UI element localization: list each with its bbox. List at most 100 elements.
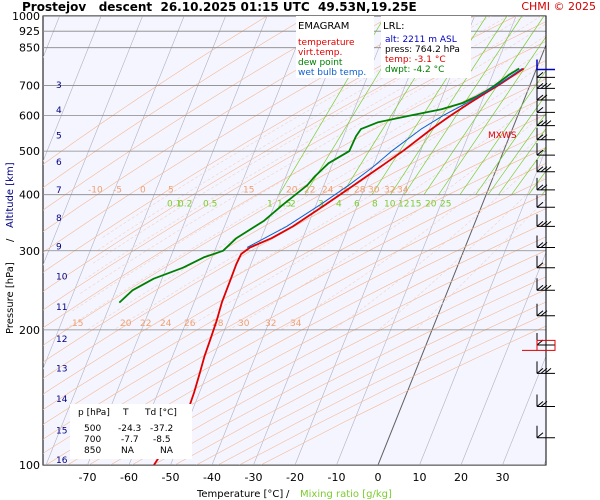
- wind-barb-flag: [540, 82, 548, 89]
- wet-adiabat-label: 30: [368, 186, 380, 196]
- y-axis-separator: /: [5, 238, 16, 242]
- mxws-barb: [536, 339, 556, 351]
- pressure-tick-label: 700: [19, 80, 40, 93]
- mixing-ratio-line: [498, 127, 546, 195]
- mixing-ratio-label: 20: [425, 200, 437, 210]
- wind-barb-flag: [540, 401, 548, 407]
- sounding-datetime: 26.10.2025 01:15 UTC: [160, 0, 310, 14]
- table-cell: NA: [121, 446, 135, 456]
- wind-barb-flag: [540, 134, 548, 141]
- dry-adiabat-label: 32: [265, 319, 276, 329]
- wind-barb-flag: [536, 107, 544, 113]
- mixing-ratio-label: 2: [290, 200, 296, 210]
- y-axis-label: Pressure [hPa]: [5, 262, 16, 334]
- mixing-ratio-line: [475, 93, 546, 195]
- dry-adiabat-label: 34: [290, 319, 302, 329]
- moist-adiabat-line: [78, 16, 542, 295]
- mixing-ratio-label: 6: [354, 200, 360, 210]
- table-cell: 850: [84, 446, 101, 456]
- mixing-ratio-line: [390, 16, 508, 195]
- altitude-tick-label: 3: [56, 81, 62, 91]
- moist-adiabat-line: [378, 175, 546, 331]
- mixing-ratio-line: [541, 188, 546, 195]
- legend-title: EMAGRAM: [298, 21, 349, 32]
- isotherm-line: [128, 16, 309, 465]
- dry-adiabat-line: [174, 276, 546, 465]
- wind-barb-flag: [540, 166, 548, 173]
- wet-adiabat-label: -10: [88, 186, 103, 196]
- wind-profile: MXWS: [488, 16, 556, 465]
- wind-barb-flag: [536, 367, 544, 374]
- pressure-tick-label: 400: [19, 189, 40, 202]
- dry-adiabat-line: [131, 250, 546, 465]
- dry-adiabat-label: 26: [184, 319, 196, 329]
- summary-table: p [hPa] T Td [°C] 500 -24.3 -37.2 700 -7…: [70, 404, 192, 459]
- wet-adiabat-label: 22: [304, 186, 315, 196]
- wind-barb-flag: [540, 184, 548, 191]
- lrl-temp: temp: -3.1 °C: [385, 55, 446, 65]
- dry-adiabat-line: [67, 208, 546, 465]
- table-cell: 700: [84, 435, 101, 445]
- table-cell: -37.2: [150, 424, 173, 434]
- temperature-tick-label: -20: [286, 471, 304, 484]
- wet-adiabat-label: 32: [384, 186, 395, 196]
- isotherm-line: [211, 16, 392, 465]
- dry-adiabat-label: 28: [212, 319, 224, 329]
- mixing-ratio-label: 1: [267, 200, 273, 210]
- dry-adiabat-label: 15: [72, 319, 83, 329]
- dry-adiabat-line: [43, 60, 546, 346]
- wind-barb-flag: [536, 149, 544, 156]
- altitude-tick-label: 5: [56, 131, 62, 141]
- lrl-title: LRL:: [383, 21, 404, 32]
- temperature-tick-label: 0: [375, 471, 382, 484]
- wind-barb-flag: [536, 134, 544, 141]
- legend-wet-bulb: wet bulb temp.: [298, 68, 366, 78]
- legend-dew-point: dew point: [298, 58, 343, 68]
- station-name: Prostejov: [22, 0, 87, 14]
- wind-barb-flag: [536, 71, 544, 78]
- dry-adiabat-line: [43, 96, 546, 379]
- moist-adiabat-line: [85, 16, 525, 279]
- dry-adiabat-line: [43, 147, 546, 425]
- wind-barb-flag: [536, 262, 544, 269]
- mixing-ratio-line: [459, 69, 546, 195]
- credit-link[interactable]: CHMI © 2025: [521, 0, 596, 13]
- altitude-tick-label: 12: [56, 335, 67, 345]
- wet-adiabat-label: 15: [243, 186, 254, 196]
- pressure-tick-label: 600: [19, 110, 40, 123]
- wind-barb-flag: [540, 284, 548, 291]
- dry-adiabat-line: [110, 236, 546, 465]
- altitude-tick-label: 13: [56, 364, 67, 374]
- sounding-mode: descent: [98, 0, 153, 14]
- wind-barb-flag: [544, 120, 552, 126]
- isotherm-line: [43, 16, 143, 266]
- wind-barb-flag: [540, 120, 548, 126]
- temperature-tick-label: -70: [79, 471, 97, 484]
- wind-barb-flag: [544, 367, 552, 374]
- moist-adiabat-line: [64, 35, 546, 331]
- temperature-tick-label: -10: [328, 471, 346, 484]
- dry-adiabat-label: 24: [160, 319, 172, 329]
- wet-adiabat-label: 0: [140, 186, 146, 196]
- table-cell: NA: [160, 446, 174, 456]
- isotherm-line: [460, 251, 546, 465]
- table-header-td: Td [°C]: [144, 408, 177, 418]
- wind-barb-flag: [536, 94, 544, 101]
- wind-barbs: [522, 59, 556, 439]
- table-cell: -7.7: [121, 435, 139, 445]
- altitude-tick-label: 15: [56, 426, 67, 436]
- wind-barb-flag: [544, 166, 552, 173]
- series-line-temperature: [153, 67, 525, 465]
- wind-barb-flag: [540, 220, 548, 227]
- wind-barb-flag: [536, 120, 544, 126]
- series-layer: [118, 67, 525, 465]
- dry-adiabat-label: 20: [120, 319, 132, 329]
- wet-adiabat-label: -5: [113, 186, 122, 196]
- y-axis-label-altitude: Altitude [km]: [5, 162, 16, 228]
- mixing-ratio-label: 0.2: [178, 200, 192, 210]
- wet-adiabat-label: 5: [168, 186, 174, 196]
- table-cell: 500: [84, 424, 101, 434]
- isotherm-line: [253, 16, 434, 465]
- altitude-tick-label: 4: [56, 106, 62, 116]
